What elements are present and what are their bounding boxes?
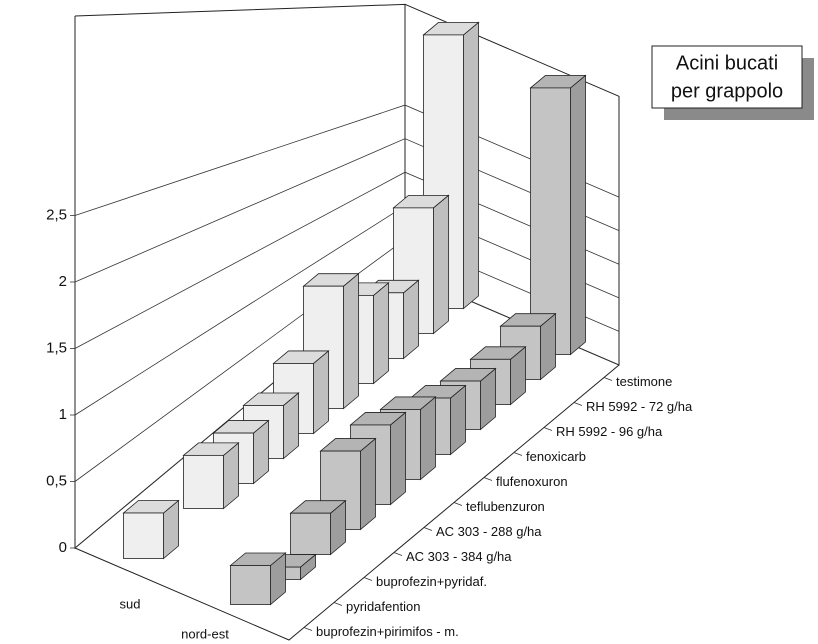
category-label: testimone xyxy=(616,374,672,389)
bar-side xyxy=(390,411,406,506)
chart-title: Acini bucati xyxy=(676,52,778,74)
category-tick xyxy=(393,552,403,556)
category-tick xyxy=(423,527,433,531)
y-tick-label: 0 xyxy=(59,539,67,556)
bar-side xyxy=(570,74,586,356)
category-label: fenoxicarb xyxy=(526,449,586,464)
category-label: teflubenzuron xyxy=(466,499,545,514)
bar-side xyxy=(313,350,329,435)
series-label: sud xyxy=(120,596,141,611)
bar-side xyxy=(403,279,419,360)
bar xyxy=(530,87,571,355)
bar-side xyxy=(463,21,479,310)
floor xyxy=(74,364,620,641)
category-tick xyxy=(483,477,493,481)
bar-side xyxy=(433,194,449,335)
category-label: pyridafention xyxy=(346,599,420,614)
series-label: nord-est xyxy=(181,626,229,641)
bar xyxy=(290,512,331,555)
y-tick-label: 0,5 xyxy=(46,472,67,489)
category-tick xyxy=(453,502,463,506)
bar xyxy=(183,454,224,509)
category-tick xyxy=(573,402,583,406)
category-label: buprofezin+pirimifos - m. xyxy=(316,624,459,639)
category-tick xyxy=(543,427,553,431)
category-tick xyxy=(333,602,343,606)
category-tick xyxy=(603,377,613,381)
title-box xyxy=(651,45,803,109)
y-tick-label: 2 xyxy=(59,273,67,290)
category-tick xyxy=(513,452,523,456)
y-tick-label: 2,5 xyxy=(46,206,67,223)
category-label: RH 5992 - 72 g/ha xyxy=(586,399,693,414)
bar xyxy=(123,512,164,559)
category-tick xyxy=(363,577,373,581)
category-label: RH 5992 - 96 g/ha xyxy=(556,424,663,439)
chart-title: per grappolo xyxy=(671,80,783,102)
category-label: buprofezin+pyridaf. xyxy=(376,574,487,589)
y-tick-label: 1,5 xyxy=(46,339,67,356)
bar-side xyxy=(360,437,376,531)
category-label: AC 303 - 384 g/ha xyxy=(406,549,512,564)
bar-side xyxy=(373,282,389,385)
category-tick xyxy=(303,627,313,631)
category-label: flufenoxuron xyxy=(496,474,568,489)
bar-side xyxy=(420,396,436,481)
y-tick-label: 1 xyxy=(59,406,67,423)
bar-side xyxy=(343,272,359,410)
bar xyxy=(230,565,271,605)
category-label: AC 303 - 288 g/ha xyxy=(436,524,542,539)
